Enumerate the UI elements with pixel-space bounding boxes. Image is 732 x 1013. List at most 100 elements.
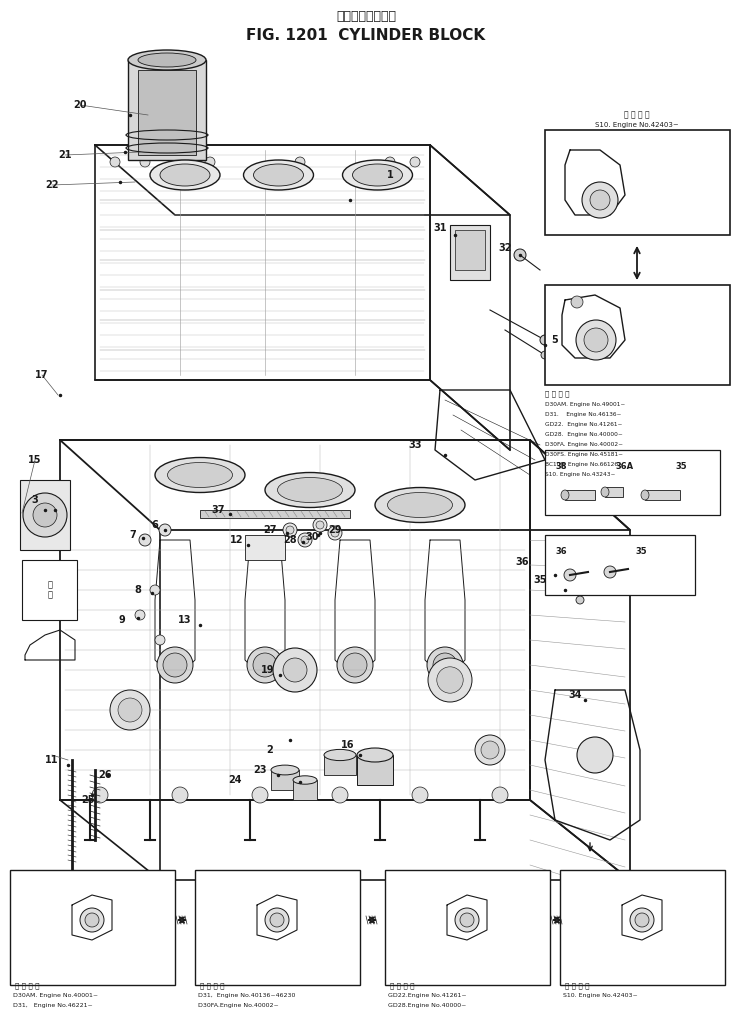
Bar (357, 755, 393, 785)
Circle shape (331, 529, 339, 537)
Text: 36: 36 (515, 557, 529, 567)
Text: 27: 27 (264, 525, 277, 535)
Text: 6: 6 (152, 520, 158, 530)
Text: GD22.Engine No.41261~: GD22.Engine No.41261~ (388, 993, 466, 998)
Circle shape (385, 157, 395, 167)
Circle shape (283, 658, 307, 682)
Circle shape (92, 787, 108, 803)
Text: 1: 1 (386, 170, 393, 180)
Circle shape (139, 534, 151, 546)
Circle shape (159, 524, 171, 536)
Text: 22: 22 (45, 180, 59, 190)
Bar (545, 285, 730, 385)
Text: D30FA. Engine No.40002~: D30FA. Engine No.40002~ (545, 442, 623, 447)
Circle shape (253, 653, 277, 677)
Circle shape (110, 690, 150, 730)
Text: FIG. 1201  CYLINDER BLOCK: FIG. 1201 CYLINDER BLOCK (247, 28, 485, 43)
Text: 適 用 号 物: 適 用 号 物 (624, 110, 650, 120)
Text: GD22.  Engine No.41261~: GD22. Engine No.41261~ (545, 422, 622, 427)
Text: S10. Engine No.42403~: S10. Engine No.42403~ (595, 122, 679, 128)
Bar (605, 487, 623, 497)
Text: 35: 35 (533, 575, 547, 585)
Circle shape (155, 635, 165, 645)
Text: 35: 35 (635, 547, 646, 556)
Circle shape (172, 787, 188, 803)
Circle shape (301, 536, 309, 544)
Circle shape (150, 585, 160, 595)
Ellipse shape (277, 477, 343, 502)
Circle shape (85, 913, 99, 927)
Circle shape (337, 647, 373, 683)
Circle shape (247, 647, 283, 683)
Circle shape (428, 658, 472, 702)
Text: 24: 24 (228, 775, 242, 785)
Bar (271, 770, 299, 790)
Bar (22, 560, 77, 620)
Text: 21: 21 (59, 150, 72, 160)
Circle shape (427, 647, 463, 683)
Text: S10. Engine No.43243~: S10. Engine No.43243~ (545, 472, 616, 477)
Ellipse shape (561, 490, 569, 500)
Circle shape (481, 741, 499, 759)
Text: 7: 7 (130, 530, 136, 540)
Circle shape (316, 521, 324, 529)
Circle shape (582, 182, 618, 218)
Ellipse shape (271, 765, 299, 775)
Ellipse shape (155, 458, 245, 492)
Text: シリンダブロック: シリンダブロック (336, 10, 396, 23)
Circle shape (23, 493, 67, 537)
Bar (455, 230, 485, 270)
Ellipse shape (244, 160, 313, 190)
Circle shape (584, 328, 608, 352)
Text: 31: 31 (433, 223, 447, 233)
Circle shape (460, 913, 474, 927)
Text: 37: 37 (212, 505, 225, 515)
Circle shape (565, 585, 575, 595)
Text: 15: 15 (29, 455, 42, 465)
Text: 8: 8 (135, 585, 141, 595)
Bar (324, 755, 356, 775)
Bar (545, 450, 720, 515)
Circle shape (273, 648, 317, 692)
Text: 適 用 号 物: 適 用 号 物 (545, 390, 569, 397)
Text: 30: 30 (305, 532, 318, 542)
Text: 適 用 号 物: 適 用 号 物 (200, 982, 225, 989)
Circle shape (33, 503, 57, 527)
Circle shape (514, 249, 526, 261)
Circle shape (298, 533, 312, 547)
Circle shape (475, 735, 505, 765)
Circle shape (252, 787, 268, 803)
Circle shape (630, 908, 654, 932)
Text: GD28.  Engine No.40000~: GD28. Engine No.40000~ (545, 432, 623, 437)
Text: 20: 20 (73, 100, 87, 110)
Circle shape (541, 350, 549, 359)
Bar (10, 870, 175, 985)
Text: 38: 38 (555, 462, 567, 471)
Text: 29: 29 (328, 525, 342, 535)
Circle shape (564, 569, 576, 581)
Circle shape (163, 653, 187, 677)
Bar (293, 780, 317, 800)
Text: 32: 32 (498, 243, 512, 253)
Bar (565, 490, 595, 500)
Text: D30AM. Engine No.49001~: D30AM. Engine No.49001~ (545, 402, 625, 407)
Ellipse shape (357, 748, 393, 762)
Text: 36A: 36A (615, 462, 633, 471)
Ellipse shape (160, 164, 210, 186)
Bar (545, 130, 730, 235)
Circle shape (455, 908, 479, 932)
Circle shape (571, 296, 583, 308)
Circle shape (205, 157, 215, 167)
Text: 25: 25 (81, 795, 94, 805)
Text: D30FA.Engine No.40002~: D30FA.Engine No.40002~ (198, 1003, 279, 1008)
Bar (138, 70, 196, 155)
Circle shape (410, 157, 420, 167)
Ellipse shape (353, 164, 403, 186)
Ellipse shape (138, 53, 196, 67)
Bar (645, 490, 680, 500)
Text: D31,   Engine No.46221~: D31, Engine No.46221~ (13, 1003, 93, 1008)
Text: BC100  Engine No.66126~: BC100 Engine No.66126~ (545, 462, 623, 467)
Text: 35: 35 (675, 462, 687, 471)
Text: 33: 33 (408, 440, 422, 450)
Text: 適 用 号 物: 適 用 号 物 (15, 982, 40, 989)
